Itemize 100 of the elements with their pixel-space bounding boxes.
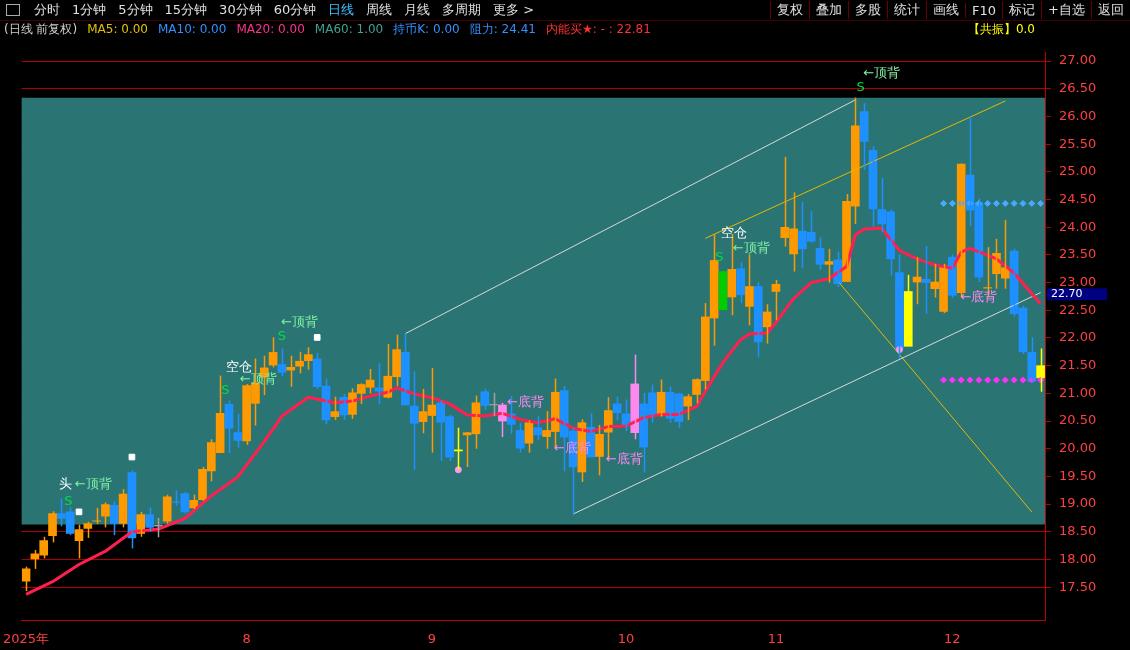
annotation: 空仓: [721, 225, 748, 241]
x-tick-label: 12: [944, 630, 961, 646]
y-tick-label: 20.00: [1059, 440, 1097, 456]
candlestick: [304, 346, 313, 371]
y-tick-label: 25.50: [1059, 135, 1097, 151]
text: 返回: [1091, 1, 1130, 19]
point: [940, 376, 948, 384]
annotation: S: [277, 327, 287, 343]
candlestick: [145, 506, 154, 533]
text: 15分钟: [163, 1, 209, 19]
y-tick-label: 24.00: [1059, 218, 1097, 234]
text: 更多 >: [492, 1, 536, 19]
text: MA10: 0.00: [157, 22, 227, 36]
annotation: S: [64, 492, 73, 508]
text: 1分钟: [71, 1, 108, 19]
point: [75, 508, 83, 516]
y-tick-label: 20.50: [1059, 412, 1097, 428]
annotation: S: [221, 381, 230, 397]
candlestick: [409, 370, 419, 471]
y-tick-label: 21.50: [1059, 357, 1097, 373]
text: 多股: [848, 1, 888, 19]
candlestick: [736, 261, 745, 304]
point: [975, 376, 983, 384]
y-tick-label: 19.50: [1059, 467, 1097, 483]
candlestick: [233, 413, 243, 449]
text: 【共振】0.0: [967, 20, 1036, 38]
point: [966, 376, 974, 384]
annotation: S: [715, 249, 724, 265]
text: 持币K: 0.00: [393, 20, 460, 38]
text: 多周期: [441, 1, 483, 19]
point: [992, 376, 1000, 384]
candlestick: [745, 253, 754, 326]
point: [1001, 376, 1009, 384]
y-tick-label: 23.00: [1059, 273, 1097, 289]
text: 22.70: [1051, 287, 1083, 301]
annotation: ←顶背: [863, 65, 901, 81]
point: [984, 199, 992, 207]
point: [957, 376, 965, 384]
point: [1028, 199, 1036, 207]
text: 60分钟: [272, 1, 318, 19]
point: [128, 453, 136, 461]
y-tick-label: 22.00: [1059, 329, 1097, 345]
text: MA5: 0.00: [87, 22, 148, 36]
y-tick-label: 17.50: [1059, 578, 1097, 594]
x-tick-label: 8: [242, 630, 251, 646]
point: [1001, 199, 1009, 207]
candlestick: [895, 253, 904, 360]
y-tick-label: 24.50: [1059, 190, 1097, 206]
candlestick: [109, 500, 119, 536]
candlestick: [480, 388, 490, 411]
text: 内能买★: - : 22.81: [545, 20, 651, 38]
text: 5分钟: [117, 1, 154, 19]
text: F10: [965, 2, 1003, 18]
x-tick-label: 2025年: [3, 630, 50, 646]
point: [1019, 376, 1027, 384]
candlestick: [48, 510, 57, 544]
candlestick: [162, 493, 172, 525]
text: 统计: [887, 1, 927, 19]
y-tick-label: 26.50: [1059, 80, 1097, 96]
point: [948, 199, 956, 207]
x-tick-label: 9: [427, 630, 437, 646]
candlestick: [295, 351, 304, 375]
candlestick: [903, 274, 913, 348]
point: [940, 199, 948, 207]
y-tick-label: 22.50: [1059, 301, 1097, 317]
candlestick: [154, 517, 163, 539]
y-tick-label: 18.00: [1059, 550, 1097, 566]
y-tick-label: 23.50: [1059, 246, 1097, 262]
annotation: ←顶背: [281, 314, 318, 330]
candlestick: [533, 415, 543, 441]
candlestick: [101, 501, 110, 529]
point: [984, 376, 992, 384]
text: +自选: [1041, 1, 1091, 19]
y-tick-label: 21.00: [1059, 384, 1097, 400]
candlestick: [683, 393, 693, 421]
text: 分时: [33, 1, 61, 19]
text: MA20: 0.00: [236, 22, 305, 36]
text: 30分钟: [218, 1, 263, 19]
text: 画线: [926, 1, 966, 19]
y-tick-label: 27.00: [1059, 52, 1097, 68]
annotation: ←顶背: [732, 239, 770, 255]
y-tick-label: 18.50: [1059, 523, 1097, 539]
annotation: 头: [59, 476, 73, 492]
text: 标记: [1002, 1, 1042, 19]
point: [1010, 376, 1018, 384]
y-tick-label: 19.00: [1059, 495, 1097, 511]
y-tick-label: 25.00: [1059, 163, 1097, 179]
y-tick-label: 26.00: [1059, 107, 1097, 123]
point: [313, 334, 321, 341]
point: [1019, 199, 1027, 207]
text: 叠加: [809, 1, 849, 19]
x-tick-label: 11: [767, 630, 785, 646]
annotation: ←底背: [960, 289, 998, 305]
text: 日线: [327, 1, 356, 19]
text: MA60: 1.00: [314, 22, 384, 36]
text: 周线: [365, 1, 394, 19]
text: 月线: [403, 1, 432, 19]
point: [948, 376, 956, 384]
candlestick: [824, 248, 834, 284]
annotation: ←顶背: [74, 476, 112, 492]
